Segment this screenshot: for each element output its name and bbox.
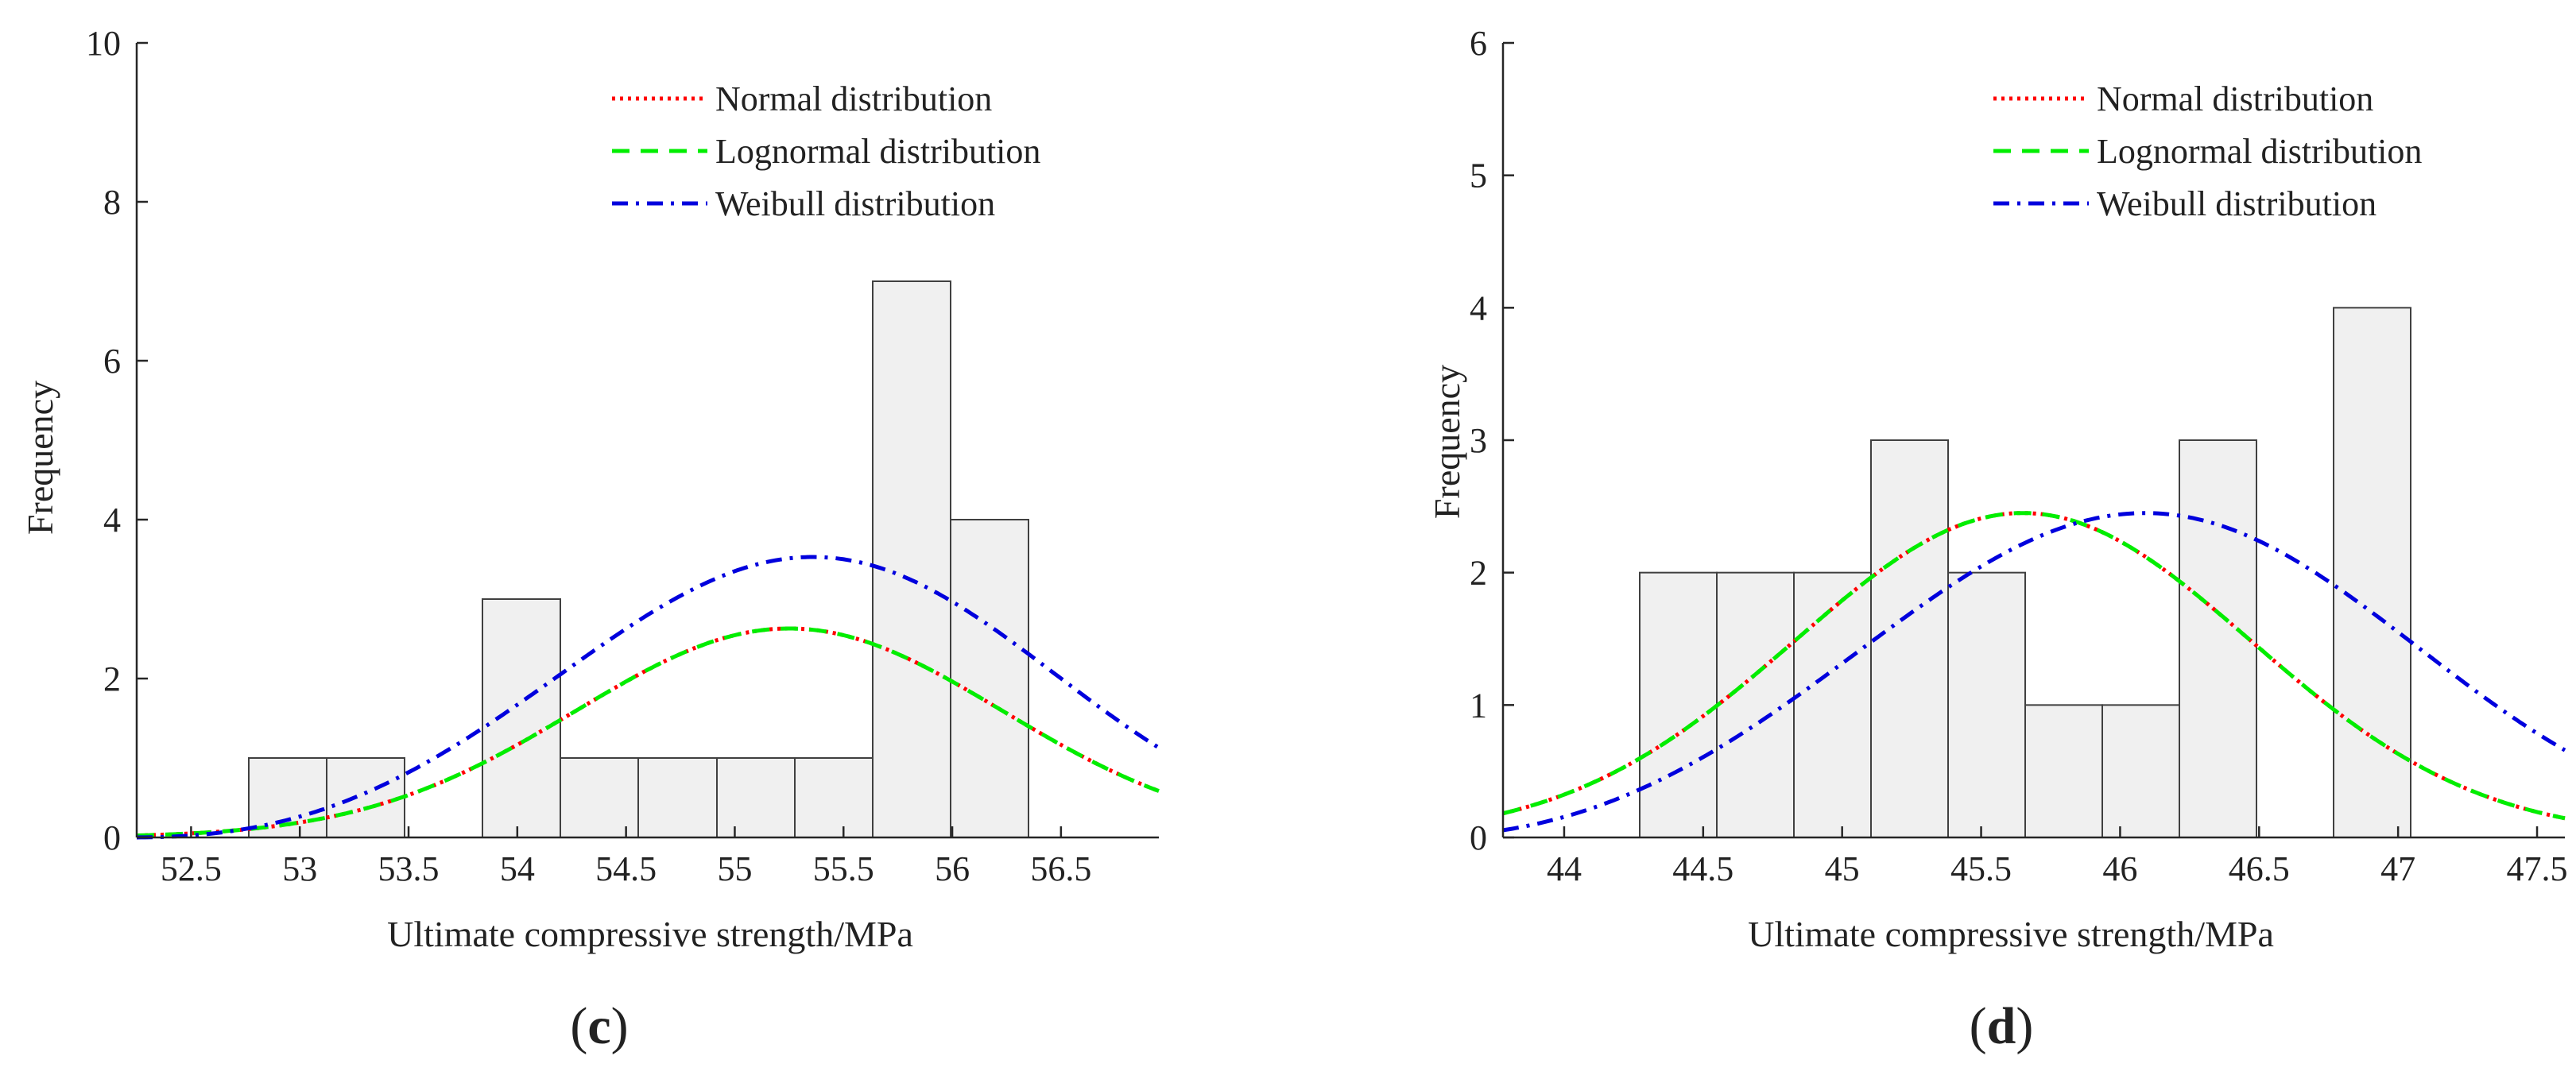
- histogram-bar: [326, 757, 405, 838]
- panel-label-c: (c): [570, 997, 628, 1055]
- x-tick-label: 47: [2380, 849, 2415, 888]
- x-tick-label: 55: [717, 849, 752, 888]
- x-tick-label: 53: [282, 849, 317, 888]
- fit-curves-d: [1502, 511, 2566, 833]
- histogram-bar: [1639, 571, 1718, 839]
- legend-label-normal: Normal distribution: [715, 79, 992, 118]
- histogram-bar: [1716, 571, 1795, 839]
- x-tick-label: 54: [500, 849, 535, 888]
- histogram-bar: [1793, 571, 1872, 839]
- x-tick-label: 56.5: [1030, 849, 1091, 888]
- y-axis-label-c: Frequency: [20, 381, 60, 535]
- y-tick-label: 1: [1470, 686, 1487, 725]
- y-tick-label: 10: [86, 24, 121, 63]
- histogram-bar: [950, 519, 1029, 838]
- y-tick-label: 0: [103, 818, 121, 857]
- legend-label-lognormal: Lognormal distribution: [715, 132, 1040, 171]
- curve-normal: [1502, 511, 2566, 821]
- panel-label-d-close: ): [2016, 997, 2033, 1055]
- curve-lognormal: [136, 626, 1160, 838]
- y-tick-label: 2: [103, 659, 121, 698]
- histogram-bar: [2101, 704, 2180, 838]
- y-axis-label-d: Frequency: [1427, 365, 1467, 519]
- legend-c: Normal distribution Lognormal distributio…: [612, 79, 1040, 223]
- fit-curves-c: [136, 555, 1160, 840]
- histogram-bar: [482, 598, 561, 838]
- legend-label-weibull: Weibull distribution: [2097, 184, 2377, 223]
- x-tick-label: 45: [1825, 849, 1860, 888]
- histogram-bar: [716, 757, 796, 838]
- x-tick-label: 45.5: [1950, 849, 2012, 888]
- histogram-bar: [2179, 439, 2257, 838]
- x-tick-label: 55.5: [813, 849, 874, 888]
- x-tick-label: 46.5: [2229, 849, 2290, 888]
- y-tick-label: 2: [1470, 554, 1487, 593]
- y-tick-label: 4: [103, 501, 121, 540]
- x-axis-label-d: Ultimate compressive strength/MPa: [1748, 914, 2274, 954]
- x-tick-label: 47.5: [2507, 849, 2568, 888]
- panel-label-c-open: (: [570, 997, 587, 1055]
- histogram-bar: [1870, 439, 1949, 838]
- x-tick-label: 54.5: [595, 849, 657, 888]
- histogram-bar: [2333, 307, 2411, 839]
- histogram-bar: [1947, 571, 2026, 839]
- legend-label-normal: Normal distribution: [2097, 79, 2373, 118]
- curve-weibull: [1502, 511, 2566, 833]
- panel-label-d-open: (: [1970, 997, 1987, 1055]
- y-tick-label: 3: [1470, 421, 1487, 460]
- y-tick-label: 5: [1470, 157, 1487, 195]
- y-tick-label: 0: [1470, 818, 1487, 857]
- x-tick-label: 52.5: [161, 849, 222, 888]
- histogram-bars-d: [1639, 307, 2411, 839]
- y-tick-label: 8: [103, 183, 121, 222]
- chart-panel-c: 0 2 4 6 8 10 52.5 53 53.5 54 54.5 55 55.5 56 56.5 Norm…: [20, 24, 1160, 1055]
- legend-d: Normal distribution Lognormal distributio…: [1993, 79, 2422, 223]
- x-tick-label: 56: [935, 849, 970, 888]
- histogram-bar: [637, 757, 718, 838]
- histogram-bar: [2024, 704, 2103, 838]
- panel-label-d: (d): [1970, 997, 2034, 1055]
- ticks-c: 0 2 4 6 8 10 52.5 53 53.5 54 54.5 55 55.5 56 56.5: [86, 24, 1091, 888]
- x-tick-label: 44: [1547, 849, 1582, 888]
- legend-label-lognormal: Lognormal distribution: [2097, 132, 2422, 171]
- y-tick-label: 6: [103, 342, 121, 381]
- histogram-bar: [560, 757, 639, 838]
- histogram-bars-c: [248, 280, 1029, 838]
- legend-label-weibull: Weibull distribution: [715, 184, 995, 223]
- histogram-bar: [794, 757, 874, 838]
- panel-label-d-letter: d: [1987, 997, 2016, 1055]
- panel-label-c-letter: c: [587, 997, 610, 1055]
- x-axis-label-c: Ultimate compressive strength/MPa: [387, 914, 913, 954]
- histogram-bar: [872, 280, 951, 838]
- y-tick-label: 4: [1470, 288, 1487, 327]
- x-tick-label: 53.5: [378, 849, 440, 888]
- x-tick-label: 44.5: [1672, 849, 1733, 888]
- panel-label-c-close: ): [611, 997, 629, 1055]
- x-tick-label: 46: [2102, 849, 2137, 888]
- axes-c: [135, 43, 1159, 839]
- y-tick-label: 6: [1470, 24, 1487, 63]
- curve-weibull: [136, 555, 1160, 840]
